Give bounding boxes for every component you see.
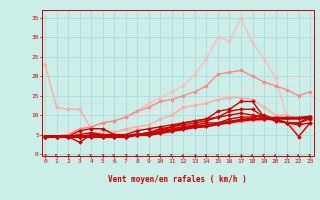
- X-axis label: Vent moyen/en rafales ( km/h ): Vent moyen/en rafales ( km/h ): [108, 175, 247, 184]
